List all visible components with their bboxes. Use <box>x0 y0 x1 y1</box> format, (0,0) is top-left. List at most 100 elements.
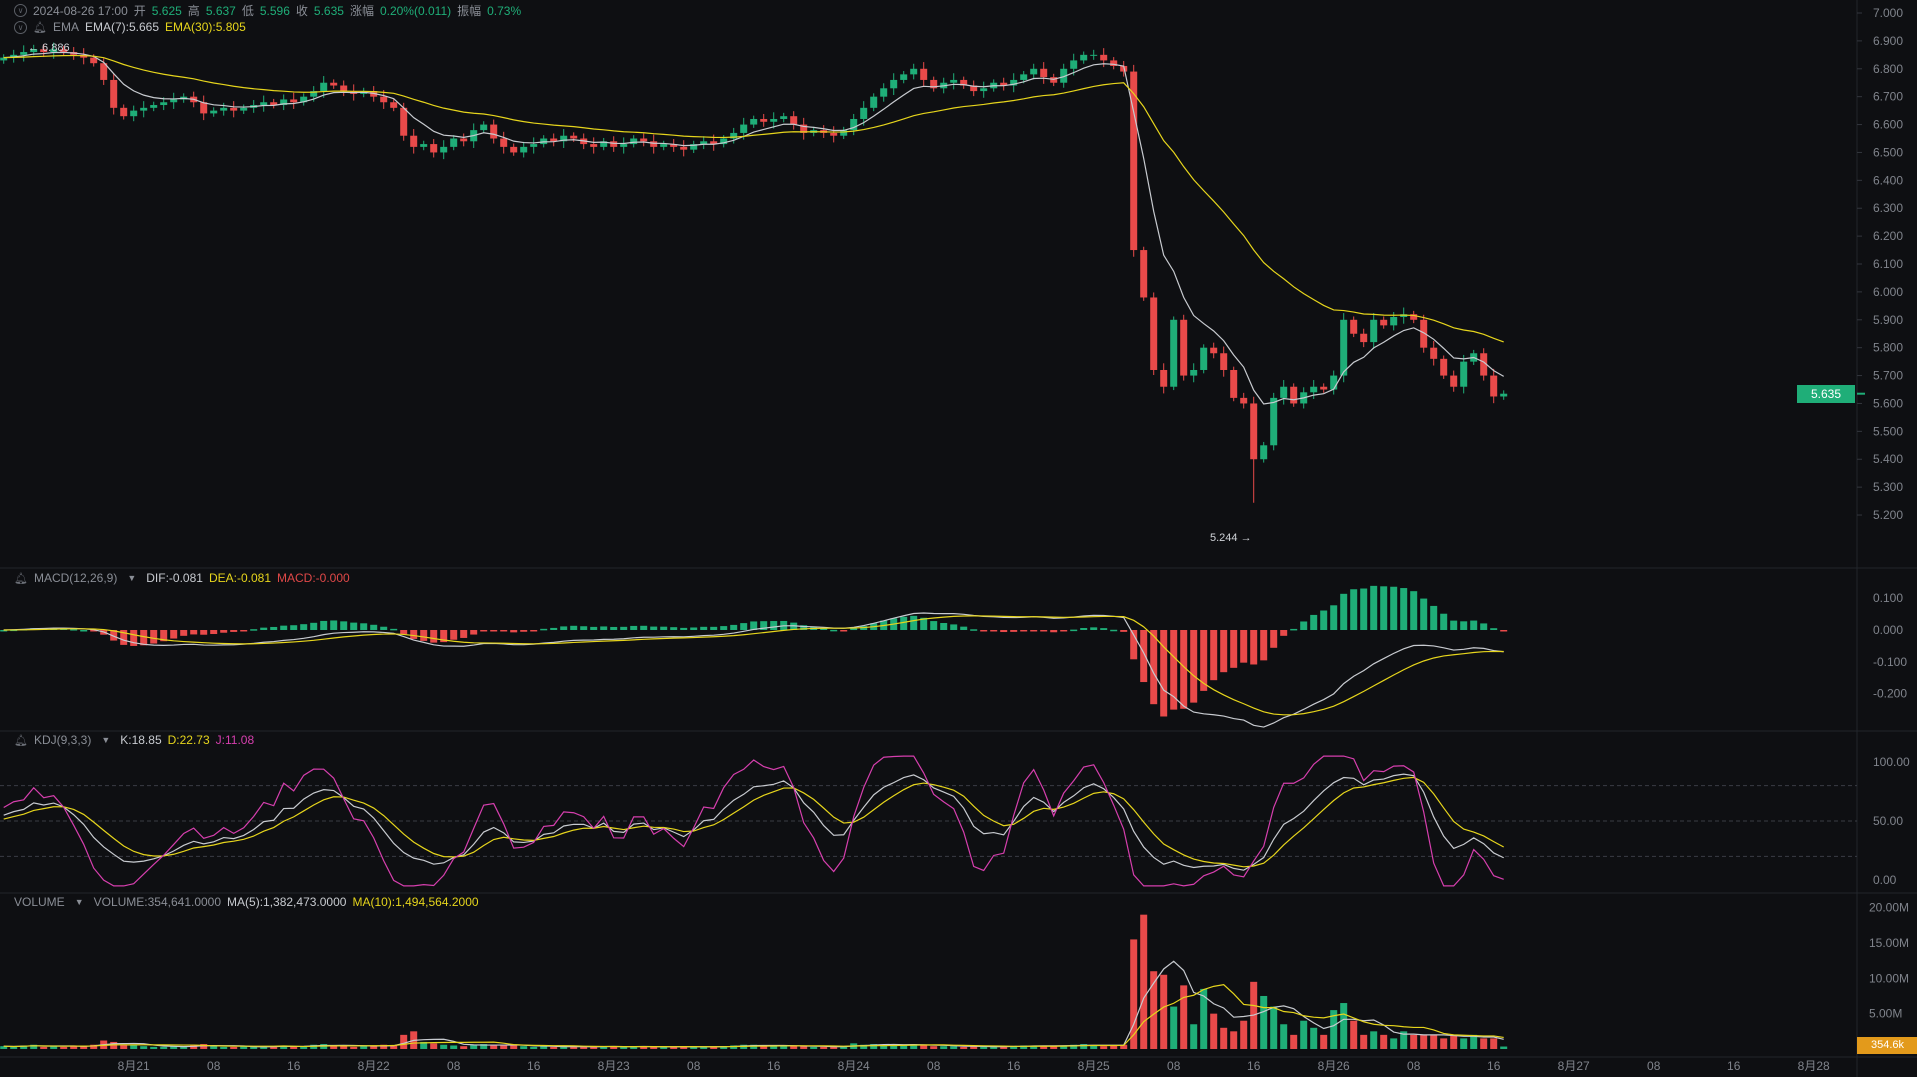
volume-bar <box>220 1046 228 1049</box>
macd-bar <box>360 623 368 630</box>
volume-bar <box>660 1046 668 1049</box>
macd-bar <box>1500 630 1508 632</box>
volume-bar <box>1230 1031 1238 1049</box>
caret-down-icon[interactable]: ▼ <box>127 573 137 583</box>
macd-bar <box>1490 628 1498 630</box>
macd-bar <box>110 630 118 641</box>
ema-indicator-name[interactable]: EMA <box>52 20 79 34</box>
candle-body <box>790 116 798 125</box>
candle-body <box>1500 393 1508 397</box>
macd-bar <box>1080 628 1088 630</box>
kdj-indicator-name[interactable]: KDJ(9,3,3) <box>33 733 92 747</box>
macd-bar <box>960 626 968 630</box>
candle-body <box>590 144 598 147</box>
price-tick-label: 5.800 <box>1873 341 1903 355</box>
volume-bar <box>820 1046 828 1049</box>
j-line <box>3 755 1504 887</box>
macd-bar <box>130 630 138 646</box>
volume-bar <box>640 1046 648 1049</box>
macd-bar <box>1030 630 1038 632</box>
time-axis-label: 16 <box>1007 1059 1021 1073</box>
candle-body <box>1380 319 1388 326</box>
candle-body <box>30 49 38 53</box>
volume-bar <box>1360 1034 1368 1049</box>
price-tick-label: 6.900 <box>1873 34 1903 48</box>
volume-bar <box>390 1045 398 1049</box>
high-annotation: ← 6.886 <box>28 42 70 54</box>
macd-bar <box>1010 630 1018 632</box>
candle-body <box>750 118 758 125</box>
volume-bar <box>680 1046 688 1049</box>
ema-legend: ∨ 🔔︎ EMA EMA(7):5.665 EMA(30):5.805 <box>14 20 246 34</box>
macd-bar <box>1330 605 1338 630</box>
volume-bar <box>890 1045 898 1049</box>
macd-bar <box>150 630 158 644</box>
macd-bar <box>240 630 248 632</box>
candle-body <box>40 49 48 53</box>
volume-bar <box>90 1044 98 1049</box>
volume-ma10-line <box>3 984 1504 1048</box>
volume-bar <box>1300 1020 1308 1049</box>
volume-bar <box>150 1046 158 1049</box>
volume-bar <box>1350 1020 1358 1049</box>
candle-body <box>1100 54 1108 61</box>
candle-body <box>1000 82 1008 86</box>
macd-bar <box>350 622 358 630</box>
macd-bar <box>270 626 278 630</box>
candle-body <box>1430 347 1438 359</box>
ema30-line <box>3 54 1504 343</box>
macd-bar <box>1250 630 1258 665</box>
macd-bar <box>650 626 658 630</box>
bell-icon[interactable]: 🔔︎ <box>14 734 28 747</box>
macd-bar <box>840 630 848 632</box>
candle-body <box>270 102 278 106</box>
macd-bar <box>1310 614 1318 630</box>
price-tick-label: 6.800 <box>1873 62 1903 76</box>
volume-bar <box>430 1043 438 1049</box>
candle-body <box>1220 353 1228 370</box>
macd-bar <box>500 630 508 632</box>
volume-bar <box>170 1046 178 1049</box>
price-tick-label: 6.400 <box>1873 173 1903 187</box>
macd-bar <box>1430 605 1438 630</box>
candle-body <box>860 107 868 119</box>
volume-bar <box>520 1046 528 1049</box>
collapse-icon[interactable]: ∨ <box>14 4 27 17</box>
macd-bar <box>320 620 328 630</box>
d-line <box>3 776 1504 868</box>
volume-indicator-name[interactable]: VOLUME <box>14 895 65 909</box>
time-axis-label: 16 <box>1247 1059 1261 1073</box>
candle-body <box>240 107 248 111</box>
price-tick-label: 5.200 <box>1873 508 1903 522</box>
macd-bar <box>850 628 858 631</box>
macd-bar <box>1200 630 1208 691</box>
volume-bar <box>650 1046 658 1049</box>
volume-bar <box>580 1046 588 1049</box>
macd-bar <box>580 626 588 630</box>
volume-bar <box>1400 1031 1408 1049</box>
macd-bar <box>910 615 918 630</box>
volume-bar <box>460 1046 468 1049</box>
candle-body <box>1330 375 1338 390</box>
bell-icon[interactable]: 🔔︎ <box>14 572 28 585</box>
bell-icon[interactable]: 🔔︎ <box>33 21 47 34</box>
macd-bar <box>1270 630 1278 648</box>
volume-bar <box>340 1046 348 1049</box>
caret-down-icon[interactable]: ▼ <box>74 897 84 907</box>
macd-bar <box>70 629 78 631</box>
caret-down-icon[interactable]: ▼ <box>101 735 111 745</box>
macd-bar <box>1180 630 1188 709</box>
dea-line <box>3 615 1504 716</box>
ohlc-header: ∨ 2024-08-26 17:00 开 5.625 高 5.637 低 5.596 … <box>14 2 521 19</box>
macd-bar <box>410 630 418 639</box>
macd-bar <box>520 630 528 632</box>
macd-bar <box>370 624 378 630</box>
volume-bar <box>200 1044 208 1049</box>
macd-bar <box>720 626 728 630</box>
collapse-icon[interactable]: ∨ <box>14 20 27 34</box>
macd-bar <box>1190 630 1198 703</box>
volume-tick-label: 15.00M <box>1869 936 1909 950</box>
macd-indicator-name[interactable]: MACD(12,26,9) <box>33 571 118 585</box>
volume-bar <box>490 1044 498 1049</box>
